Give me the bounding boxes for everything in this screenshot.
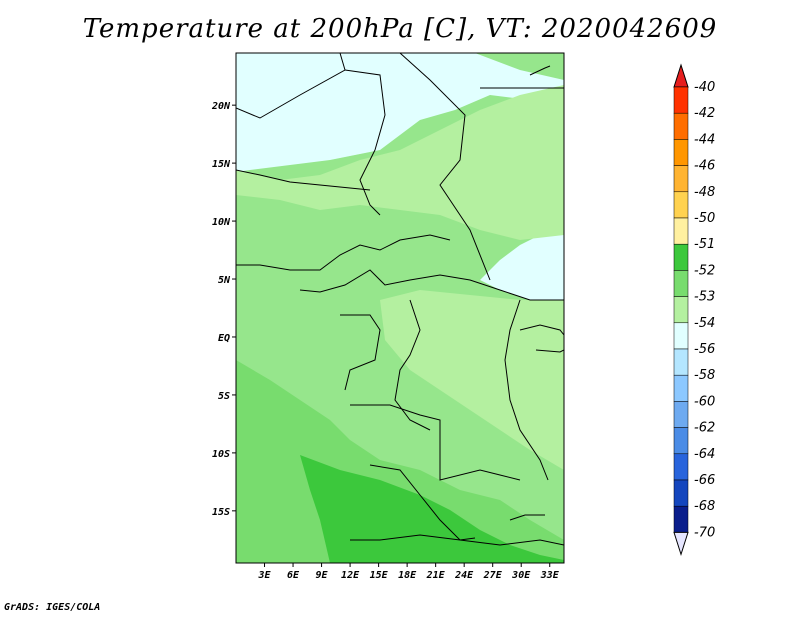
colorbar-swatch	[673, 270, 689, 297]
lat-axis: 20N 15N 10N 5N EQ 5S 10S 15S	[211, 101, 236, 518]
lon-tick-label: 27E	[483, 570, 503, 581]
lon-tick-label: 18E	[398, 570, 417, 581]
colorbar-swatch	[673, 401, 689, 428]
colorbar-label: -66	[694, 473, 715, 488]
colorbar-swatch	[673, 86, 689, 114]
colorbar-label: -70	[694, 525, 715, 540]
colorbar-swatch	[673, 427, 689, 455]
temperature-field	[236, 53, 564, 563]
colorbar-label: -60	[694, 394, 715, 409]
colorbar-label: -50	[694, 211, 715, 226]
lon-tick-label: 6E	[287, 570, 300, 581]
colorbar-swatch	[673, 322, 689, 350]
lat-tick-label: 5S	[218, 391, 230, 402]
lat-tick-label: 10S	[212, 449, 230, 460]
colorbar-label: -56	[694, 342, 715, 357]
colorbar-swatch	[673, 479, 689, 507]
colorbar-label: -46	[694, 159, 715, 174]
lat-tick-label: 15S	[212, 507, 230, 518]
lon-tick-label: 30E	[511, 570, 531, 581]
colorbar-bottom-arrow	[673, 531, 689, 557]
country-borders	[236, 53, 564, 546]
colorbar-swatch	[673, 453, 689, 481]
lon-tick-label: 15E	[370, 570, 389, 581]
lat-tick-label: 10N	[212, 217, 231, 228]
lon-tick-label: 24E	[454, 570, 474, 581]
lat-tick-label: 15N	[212, 159, 231, 170]
shade-54-east	[480, 220, 564, 300]
colorbar-label: -68	[694, 499, 715, 514]
colorbar-swatch	[673, 165, 689, 193]
lon-axis: 3E 6E 9E 12E 15E 18E 21E 24E 27E 30E 33E	[257, 563, 560, 581]
colorbar-label: -53	[694, 290, 715, 305]
colorbar-top-arrow	[673, 63, 689, 88]
colorbar-swatch	[673, 348, 689, 376]
lon-tick-label: 3E	[257, 570, 271, 581]
colorbar-label: -48	[694, 185, 715, 200]
lon-tick-label: 33E	[540, 570, 560, 581]
lon-tick-label: 12E	[341, 570, 360, 581]
map-frame	[235, 52, 565, 564]
colorbar-label: -58	[694, 368, 715, 383]
colorbar-swatch	[673, 139, 689, 166]
colorbar-swatch	[673, 243, 689, 271]
shade-54-north	[236, 53, 564, 172]
lon-tick-label: 9E	[316, 570, 329, 581]
colorbar-label: -44	[694, 132, 715, 147]
colorbar-swatch	[673, 505, 689, 533]
colorbar-label: -62	[694, 421, 715, 436]
colorbar-swatch	[673, 217, 689, 245]
colorbar: -40 -42 -44 -46 -48 -50 -51 -52 -53 -54 -56 -58 -60 -…	[673, 63, 715, 557]
colorbar-label: -64	[694, 447, 715, 462]
colorbar-label: -40	[694, 80, 715, 95]
colorbar-swatch	[673, 112, 689, 140]
map-title: Temperature at 200hPa [C], VT: 202004260…	[82, 14, 718, 44]
lat-tick-label: 5N	[218, 275, 231, 286]
lat-tick-label: 20N	[211, 101, 231, 112]
colorbar-label: -52	[694, 263, 715, 278]
colorbar-label: -54	[694, 316, 715, 331]
colorbar-swatch	[673, 296, 689, 324]
colorbar-swatch	[673, 374, 689, 402]
colorbar-label: -42	[694, 106, 715, 121]
lon-tick-label: 21E	[426, 570, 446, 581]
colorbar-label: -51	[694, 237, 715, 252]
colorbar-swatch	[673, 191, 689, 219]
footer-credit: GrADS: IGES/COLA	[4, 602, 101, 613]
shade-53-54-a	[236, 85, 564, 240]
shade-51-52	[300, 455, 564, 563]
lat-tick-label: EQ	[218, 333, 230, 344]
